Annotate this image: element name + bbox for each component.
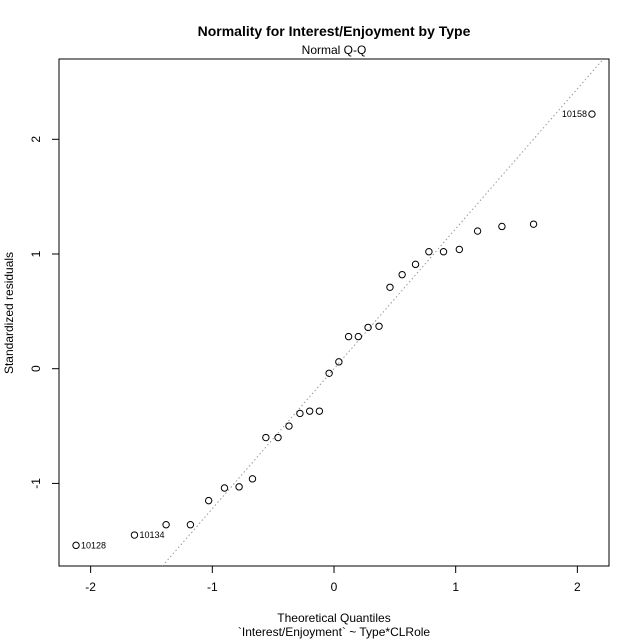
- x-tick-label: 2: [574, 580, 581, 594]
- data-point: [455, 245, 464, 254]
- data-point: [248, 475, 257, 483]
- data-point: [498, 222, 506, 231]
- data-point: [305, 407, 314, 415]
- data-point: [315, 407, 324, 415]
- x-axis: -2 -1 0 1 2: [85, 566, 581, 594]
- chart-title: Normality for Interest/Enjoyment by Type: [198, 23, 471, 39]
- data-point: [296, 409, 304, 418]
- data-point: [398, 270, 406, 279]
- y-tick-label: 1: [29, 250, 43, 257]
- point-label: 10128: [81, 540, 106, 550]
- data-point: [588, 110, 596, 118]
- data-point: [425, 248, 433, 256]
- x-tick-label: 0: [331, 580, 338, 594]
- data-point: [72, 541, 80, 550]
- y-tick-label: 0: [29, 365, 43, 372]
- y-tick-label: -1: [29, 478, 43, 489]
- data-point: [204, 496, 213, 505]
- data-point: [411, 260, 420, 269]
- data-point: [325, 369, 333, 377]
- data-point: [235, 483, 243, 491]
- point-label: 10134: [139, 530, 164, 540]
- data-point: [285, 422, 293, 430]
- reference-line: [162, 58, 604, 567]
- data-point: [162, 521, 170, 529]
- data-point: [364, 323, 372, 332]
- point-labels-layer: 10128 10134 10158: [81, 109, 587, 550]
- data-point: [375, 322, 383, 330]
- x-tick-label: -2: [85, 580, 96, 594]
- data-point: [344, 332, 353, 341]
- data-point: [335, 358, 343, 366]
- data-point: [473, 227, 482, 235]
- x-tick-label: 1: [452, 580, 459, 594]
- data-point: [262, 433, 270, 442]
- data-point: [220, 484, 229, 492]
- data-point: [386, 283, 394, 291]
- point-label: 10158: [562, 109, 587, 119]
- reference-line-layer: [162, 58, 604, 567]
- data-point: [439, 248, 448, 256]
- points-layer: [72, 110, 596, 550]
- chart-subtitle: Normal Q-Q: [302, 43, 367, 57]
- x-tick-label: -1: [207, 580, 218, 594]
- x-axis-title: Theoretical Quantiles: [277, 611, 390, 625]
- plot-frame: [58, 58, 610, 567]
- data-point: [274, 433, 282, 442]
- data-point: [529, 220, 538, 228]
- x-axis-subtitle: `Interest/Enjoyment` ~ Type*CLRole: [238, 625, 431, 639]
- y-axis-title: Standardized residuals: [2, 252, 16, 374]
- y-axis: -1 0 1 2: [29, 136, 59, 489]
- data-point: [186, 521, 195, 529]
- data-point: [130, 531, 139, 539]
- y-tick-label: 2: [29, 136, 43, 143]
- data-point: [354, 332, 363, 341]
